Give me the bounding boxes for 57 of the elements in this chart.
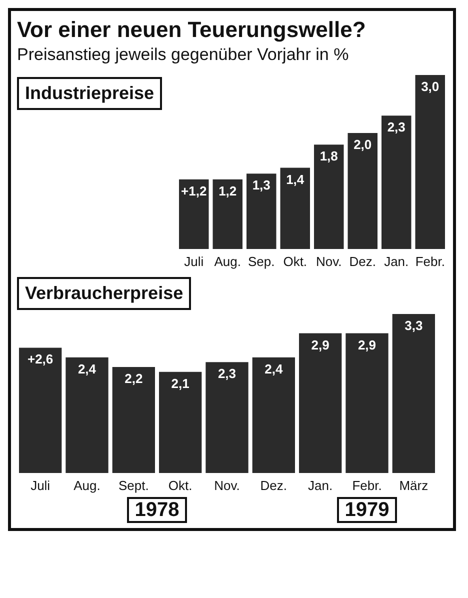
x-tick-label: Febr. (415, 254, 445, 270)
bar (19, 348, 62, 473)
x-tick-label: Aug. (74, 478, 100, 494)
x-tick-label: Aug. (214, 254, 241, 270)
bar (314, 144, 344, 249)
data-label: 1,3 (252, 178, 270, 193)
data-label: 2,3 (218, 366, 236, 382)
bar (212, 179, 242, 249)
data-label: 2,4 (78, 361, 97, 376)
data-label: 1,8 (320, 148, 338, 164)
x-tick-label: März (399, 478, 428, 494)
bar (348, 133, 378, 249)
data-label: 1,2 (218, 183, 237, 198)
x-tick-label: Jan. (308, 478, 333, 494)
bar (392, 314, 435, 473)
data-label: 1,4 (286, 172, 305, 187)
x-tick-label: Nov. (316, 254, 342, 270)
x-tick-label: Sept. (118, 478, 149, 494)
data-label: 2,1 (171, 376, 190, 391)
bar (159, 372, 202, 473)
x-tick-label: Nov. (214, 478, 240, 494)
bar (252, 357, 295, 473)
data-label: 2,2 (124, 371, 143, 386)
data-label: 2,4 (264, 361, 284, 376)
bar (299, 333, 342, 473)
data-label: 2,3 (387, 120, 406, 135)
text: Verbraucherpreise (17, 277, 192, 310)
x-tick-label: Febr. (352, 478, 382, 494)
data-label: +1,2 (181, 183, 207, 198)
bar (179, 179, 209, 249)
bar (382, 116, 412, 249)
bar (66, 357, 108, 473)
x-tick-label: Jan. (384, 254, 409, 270)
x-tick-label: Juli (30, 478, 50, 494)
x-tick-label: Sep. (248, 254, 275, 270)
x-tick-label: Juli (184, 254, 204, 270)
data-label: +2,6 (27, 352, 54, 367)
x-tick-label: Okt. (168, 478, 192, 494)
data-label: 2,9 (358, 337, 376, 352)
bar (415, 75, 445, 249)
chart-title: Vor einer neuen Teuerungswelle? (17, 17, 367, 43)
text: 1978 (126, 497, 188, 523)
x-tick-label: Dez. (349, 254, 376, 270)
data-label: 2,0 (354, 137, 372, 152)
bar (112, 367, 155, 473)
bar (346, 333, 388, 473)
text: Industriepreise (17, 77, 162, 110)
x-tick-label: Okt. (283, 254, 308, 270)
bar (280, 168, 310, 249)
chart-subtitle: Preisanstieg jeweils gegenüber Vorjahr in % (17, 45, 350, 65)
data-label: 3,0 (421, 79, 440, 94)
data-label: 2,9 (311, 337, 330, 352)
text: 1979 (336, 497, 398, 523)
bar (246, 174, 276, 249)
bar (206, 362, 248, 473)
x-tick-label: Dez. (260, 478, 288, 494)
data-label: 3,3 (404, 318, 423, 333)
